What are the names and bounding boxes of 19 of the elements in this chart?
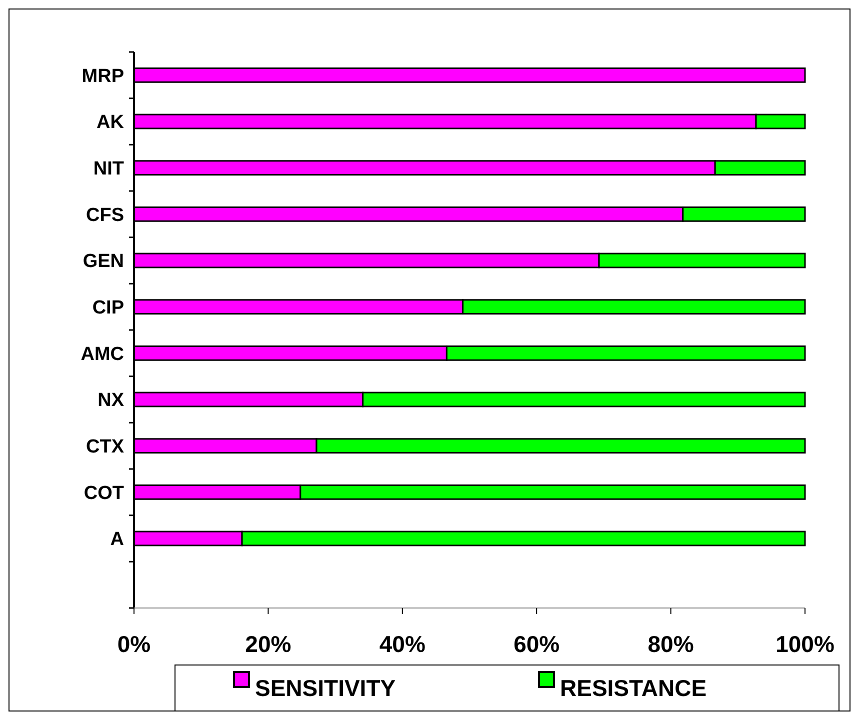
y-tick-label: MRP: [82, 66, 124, 87]
y-tick-label: NX: [98, 390, 124, 412]
y-tick-label: NIT: [93, 158, 124, 180]
y-tick-label: COT: [84, 482, 124, 504]
legend-label: SENSITIVITY: [255, 675, 396, 701]
y-tick-label: CTX: [86, 436, 124, 458]
x-tick-label: 100%: [776, 631, 834, 657]
x-tick-label: 0%: [117, 631, 151, 657]
y-tick-label: CIP: [92, 297, 124, 318]
y-tick-label: AK: [96, 112, 124, 134]
y-tick-label: GEN: [82, 251, 124, 272]
legend-label: RESISTANCE: [560, 675, 707, 701]
x-tick-label: 20%: [245, 631, 292, 657]
x-tick-label: 60%: [514, 631, 560, 657]
y-tick-label: CFS: [86, 204, 124, 226]
y-tick-label: AMC: [80, 344, 124, 365]
x-tick-label: 40%: [379, 631, 426, 657]
y-tick-label: A: [110, 529, 124, 550]
x-tick-label: 80%: [648, 631, 694, 657]
